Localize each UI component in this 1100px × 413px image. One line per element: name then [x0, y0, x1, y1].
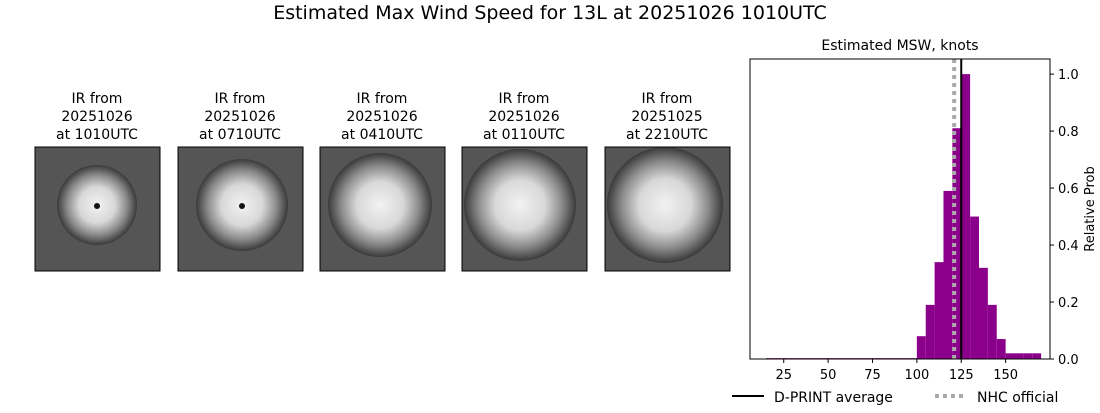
- y-axis-label: Relative Prob: [1083, 166, 1098, 251]
- bar: [1023, 353, 1033, 359]
- panel-caption: 20251026: [61, 109, 132, 125]
- bar: [1032, 353, 1042, 359]
- satellite-image-frame: [461, 146, 588, 272]
- bar: [1005, 353, 1015, 359]
- y-tick-label: 0.4: [1058, 239, 1079, 254]
- bar: [987, 304, 997, 359]
- y-tick-label: 0.6: [1058, 182, 1079, 197]
- panel-caption: 20251025: [631, 109, 702, 125]
- panel-caption: at 0110UTC: [483, 127, 565, 143]
- y-tick-label: 0.8: [1058, 125, 1079, 140]
- panel-caption: 20251026: [346, 109, 417, 125]
- bar: [943, 190, 953, 359]
- panel-caption: IR from: [215, 91, 266, 107]
- y-tick-label: 0.0: [1058, 353, 1079, 368]
- y-tick-label: 0.2: [1058, 296, 1079, 311]
- plot-frame: [749, 58, 1051, 360]
- x-tick-label: 100: [904, 368, 929, 383]
- x-tick-label: 150: [993, 368, 1018, 383]
- storm-cloud: [607, 147, 723, 263]
- bar: [952, 128, 962, 359]
- storm-eye: [94, 203, 100, 209]
- satellite-image-frame: [319, 146, 446, 272]
- storm-eye: [239, 203, 245, 209]
- bar: [970, 216, 979, 359]
- bar: [961, 74, 971, 359]
- legend-label: D-PRINT average: [774, 390, 893, 406]
- x-tick-label: 125: [949, 368, 974, 383]
- satellite-image-frame: [34, 146, 161, 272]
- storm-cloud: [328, 153, 432, 257]
- panel-caption: IR from: [499, 91, 550, 107]
- legend-label: NHC official: [977, 390, 1058, 406]
- panel-caption: at 0410UTC: [341, 127, 423, 143]
- panel-caption: at 1010UTC: [56, 127, 138, 143]
- panel-caption: IR from: [642, 91, 693, 107]
- bar: [1014, 353, 1024, 359]
- panel-caption: 20251026: [488, 109, 559, 125]
- satellite-image-frame: [604, 146, 731, 272]
- panel-caption: IR from: [72, 91, 123, 107]
- satellite-image-frame: [177, 146, 304, 272]
- storm-cloud: [464, 149, 576, 261]
- bar: [916, 336, 926, 359]
- bar: [925, 304, 935, 359]
- panel-caption: at 0710UTC: [199, 127, 281, 143]
- y-tick-label: 1.0: [1058, 68, 1079, 83]
- x-tick-label: 75: [864, 368, 881, 383]
- chart-title: Estimated MSW, knots: [821, 38, 978, 54]
- bar: [978, 267, 988, 359]
- panel-caption: 20251026: [204, 109, 275, 125]
- bar: [934, 262, 944, 359]
- panel-caption: IR from: [357, 91, 408, 107]
- bar: [996, 339, 1006, 359]
- figure-title: Estimated Max Wind Speed for 13L at 2025…: [273, 2, 827, 24]
- panel-caption: at 2210UTC: [626, 127, 708, 143]
- x-tick-label: 50: [820, 368, 837, 383]
- x-tick-label: 25: [775, 368, 792, 383]
